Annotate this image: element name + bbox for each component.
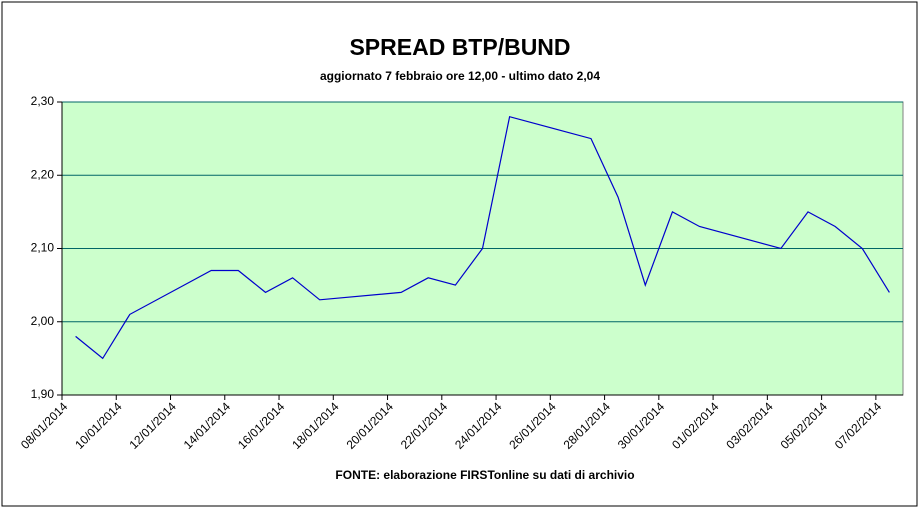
- data-line: [75, 115, 890, 360]
- y-tick-label: 1,90: [31, 387, 55, 401]
- y-tick-label: 2,30: [31, 94, 55, 108]
- chart-title: SPREAD BTP/BUND: [349, 34, 570, 60]
- source-note: FONTE: elaborazione FIRSTonline su dati …: [335, 468, 634, 482]
- chart-subtitle: aggiornato 7 febbraio ore 12,00 - ultimo…: [320, 69, 600, 83]
- y-tick-label: 2,20: [31, 167, 55, 181]
- y-tick-label: 2,10: [31, 241, 55, 255]
- y-tick-label: 2,00: [31, 314, 55, 328]
